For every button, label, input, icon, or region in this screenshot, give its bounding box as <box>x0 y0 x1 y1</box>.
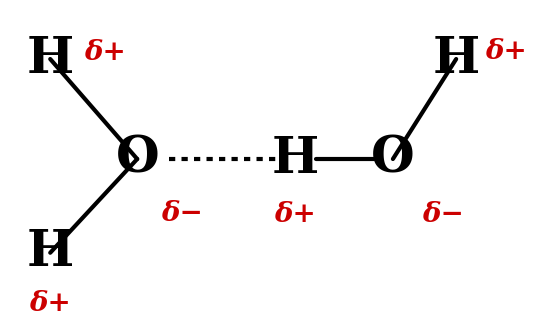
Text: δ+: δ+ <box>85 39 126 66</box>
Text: O: O <box>115 135 159 184</box>
Text: H: H <box>26 34 74 84</box>
Text: δ+: δ+ <box>29 290 71 317</box>
Text: H: H <box>432 34 480 84</box>
Text: δ−: δ− <box>422 201 464 228</box>
Text: δ+: δ+ <box>485 38 527 65</box>
Text: δ−: δ− <box>161 200 203 227</box>
Text: O: O <box>371 135 414 184</box>
Text: H: H <box>272 135 319 184</box>
Text: H: H <box>26 228 74 277</box>
Text: δ+: δ+ <box>274 201 316 228</box>
